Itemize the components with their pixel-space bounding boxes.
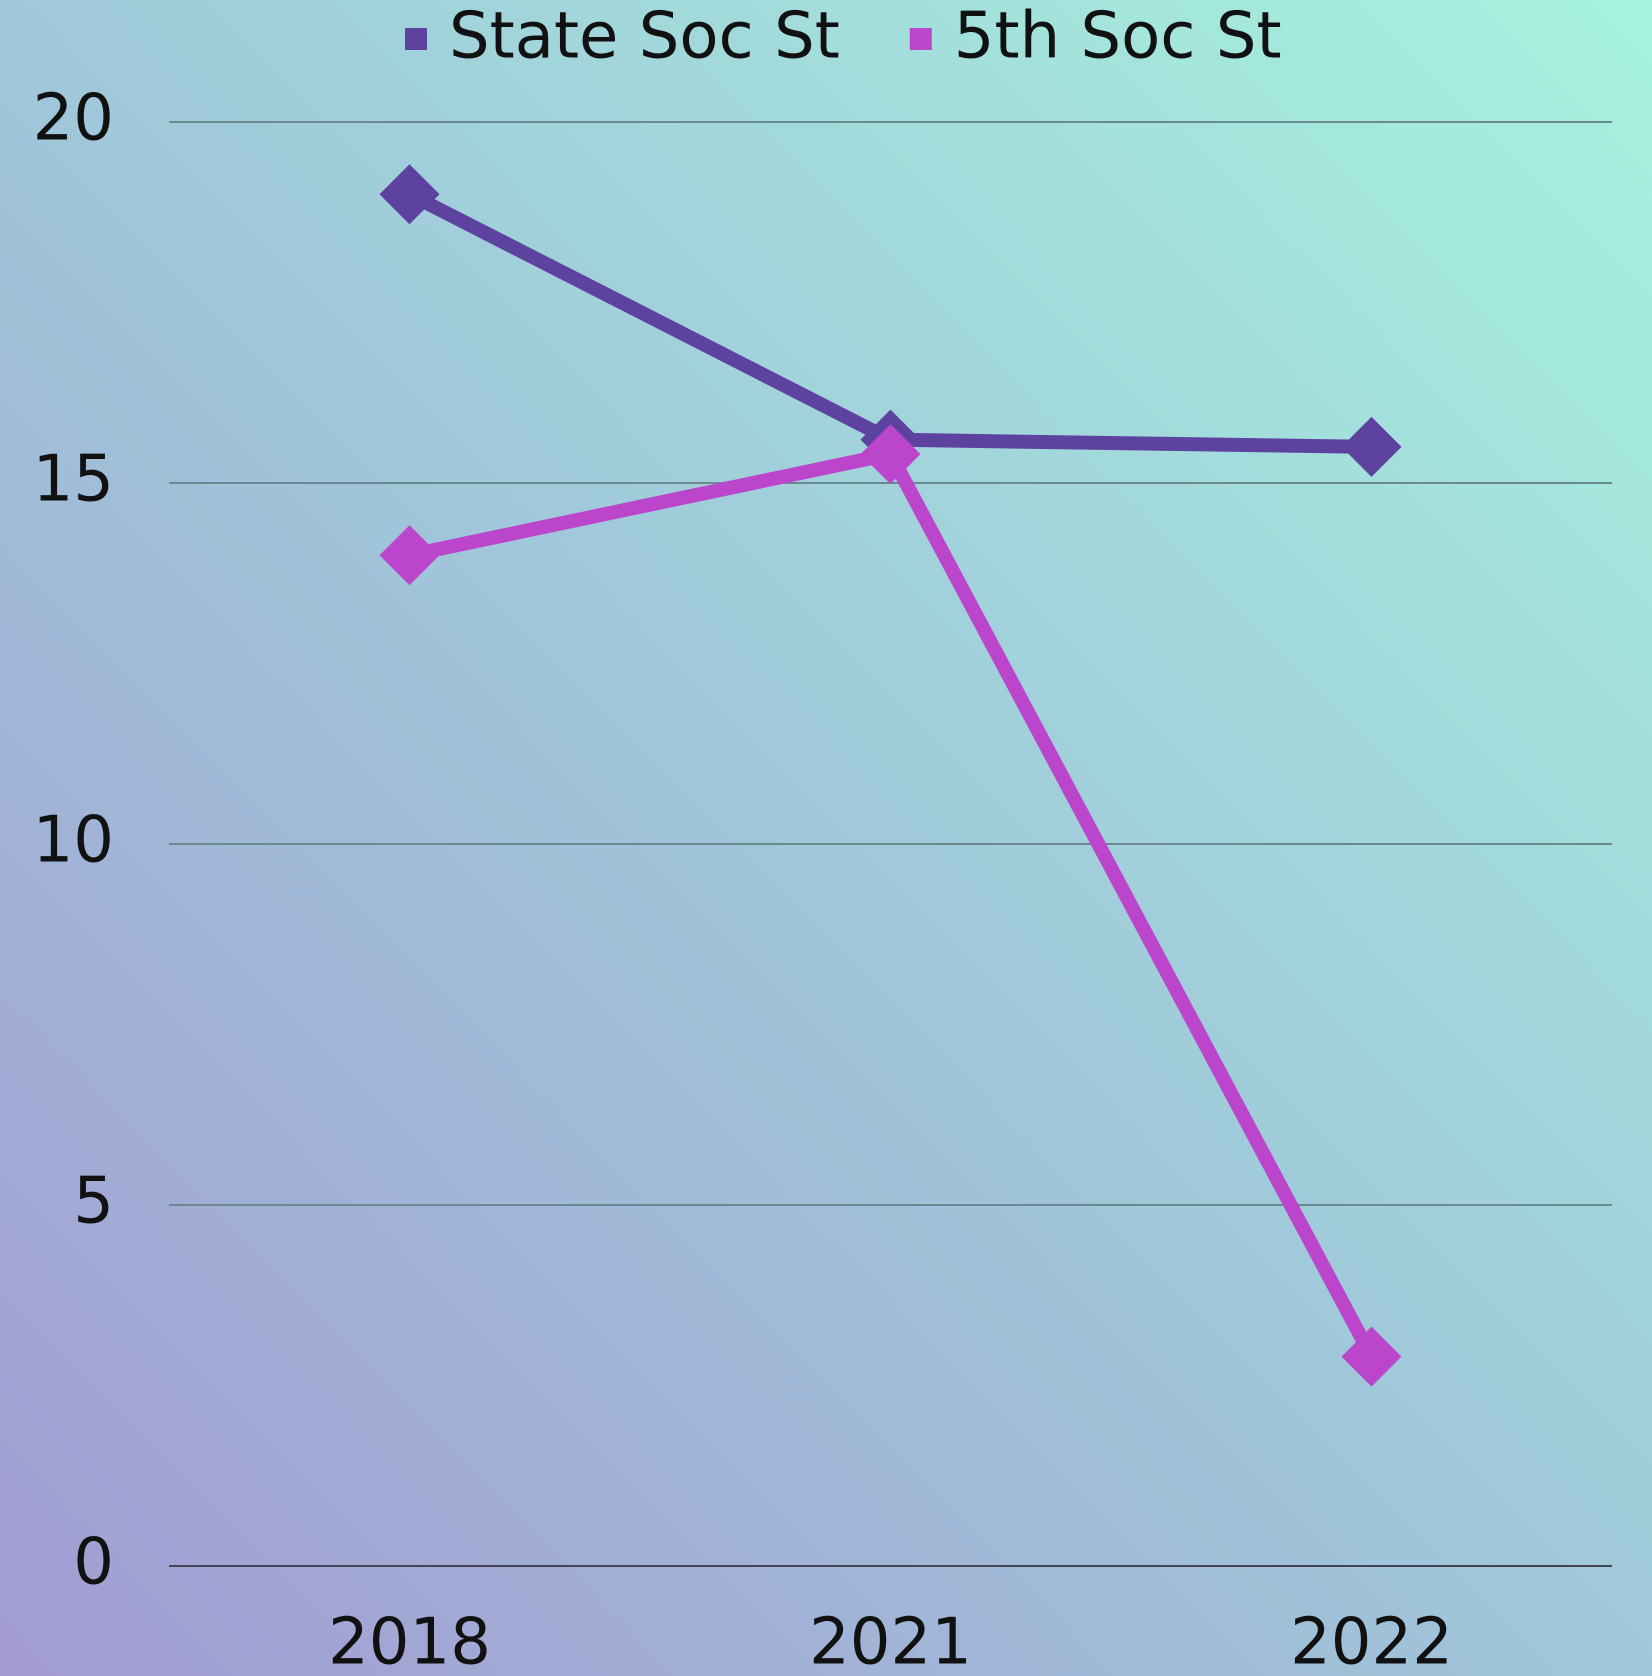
x-tick-label: 2018 xyxy=(328,1606,491,1676)
marker xyxy=(860,424,921,485)
y-tick-label: 5 xyxy=(73,1165,114,1239)
marker xyxy=(1341,416,1402,477)
legend-label: State Soc St xyxy=(449,0,840,74)
y-tick-label: 15 xyxy=(33,443,114,517)
marker xyxy=(379,164,440,225)
y-tick-label: 20 xyxy=(33,82,114,156)
y-tick-label: 10 xyxy=(33,804,114,878)
y-tick-label: 0 xyxy=(73,1526,114,1600)
legend-swatch xyxy=(405,28,427,50)
legend-label: 5th Soc St xyxy=(954,0,1282,74)
x-tick-label: 2021 xyxy=(809,1606,972,1676)
marker xyxy=(379,525,440,586)
marker xyxy=(1341,1326,1402,1387)
legend-swatch xyxy=(909,28,932,50)
x-tick-label: 2022 xyxy=(1290,1606,1453,1676)
